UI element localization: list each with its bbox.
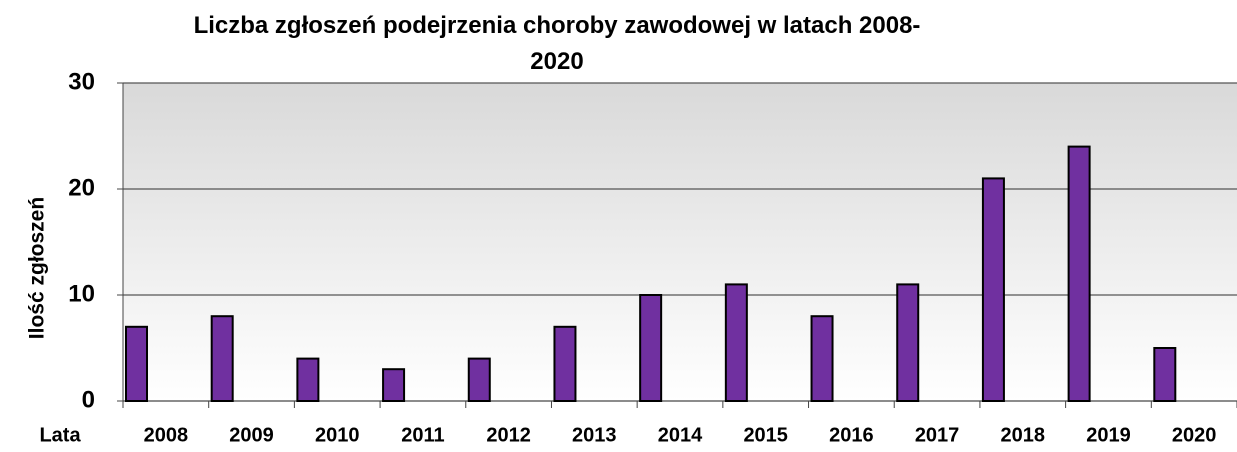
- x-tick-label: 2016: [829, 424, 874, 446]
- bar: [1067, 145, 1091, 402]
- x-tick-label: 2020: [1172, 424, 1217, 446]
- bar: [210, 315, 234, 403]
- x-tick-label: 2017: [915, 424, 960, 446]
- x-tick-label: 2014: [658, 424, 703, 446]
- x-tick-label: 2012: [486, 424, 531, 446]
- x-tick-label: 2008: [144, 424, 189, 446]
- x-axis-label: Lata: [39, 424, 81, 446]
- x-tick-label: 2009: [229, 424, 274, 446]
- y-axis-label: Ilość zgłoszeń: [26, 197, 49, 339]
- bar: [553, 325, 577, 402]
- bar: [896, 283, 920, 402]
- x-tick-label: 2015: [743, 424, 788, 446]
- x-tick-label: 2019: [1086, 424, 1131, 446]
- y-tick-label: 20: [68, 174, 95, 201]
- plot-area: [123, 83, 1237, 401]
- bar: [296, 357, 320, 403]
- chart-title: Liczba zgłoszeń podejrzenia choroby zawo…: [193, 12, 921, 75]
- y-tick-label: 0: [82, 386, 95, 413]
- bar: [1153, 347, 1177, 402]
- bar: [467, 357, 491, 403]
- x-tick-label: 2011: [401, 424, 444, 446]
- bar: [639, 294, 663, 402]
- bar: [810, 315, 834, 403]
- bar: [382, 368, 406, 403]
- bar: [724, 283, 748, 402]
- y-tick-label: 30: [68, 68, 95, 95]
- y-tick-label: 10: [68, 280, 95, 307]
- bar: [981, 177, 1005, 402]
- bar: [125, 325, 148, 402]
- x-tick-label: 2010: [315, 424, 360, 446]
- x-tick-label: 2013: [572, 424, 617, 446]
- x-tick-label: 2018: [1001, 424, 1046, 446]
